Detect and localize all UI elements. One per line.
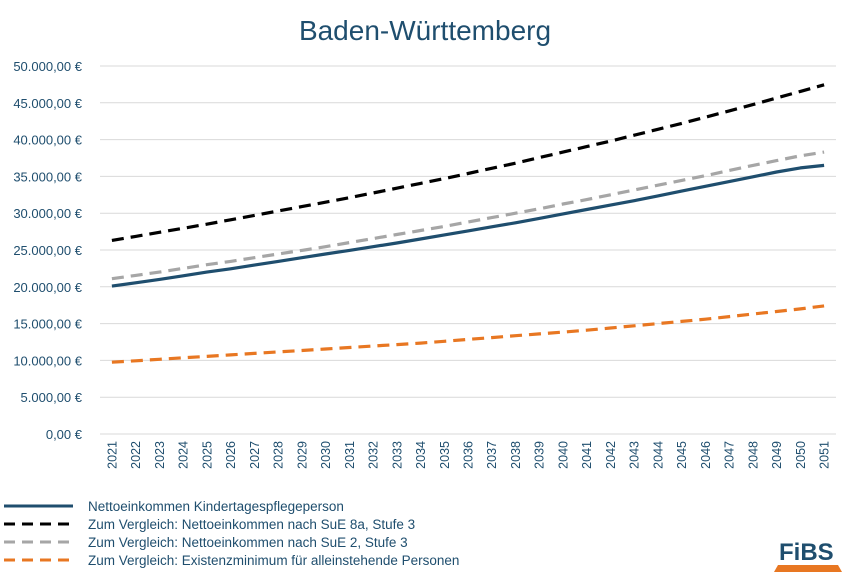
x-tick-label: 2049 bbox=[770, 441, 784, 469]
x-tick-label: 2044 bbox=[651, 441, 665, 469]
y-tick-label: 50.000,00 € bbox=[13, 59, 82, 74]
x-tick-label: 2043 bbox=[628, 441, 642, 469]
logo-text: FiBS bbox=[779, 539, 834, 566]
x-tick-label: 2045 bbox=[675, 441, 689, 469]
y-axis-ticks: 0,00 € 5.000,00 € 10.000,00 € 15.000,00 € 20… bbox=[13, 59, 82, 442]
x-tick-label: 2031 bbox=[343, 441, 357, 469]
legend-label-1: Nettoeinkommen Kindertagespflegeperson bbox=[88, 499, 344, 514]
x-tick-label: 2022 bbox=[129, 441, 143, 469]
x-tick-label: 2023 bbox=[153, 441, 167, 469]
x-tick-label: 2029 bbox=[295, 441, 309, 469]
x-tick-label: 2039 bbox=[533, 441, 547, 469]
x-tick-label: 2021 bbox=[105, 441, 119, 469]
fibs-logo: FiBS bbox=[774, 539, 842, 572]
series-line-3 bbox=[111, 150, 825, 281]
x-tick-label: 2040 bbox=[556, 441, 570, 469]
y-tick-label: 10.000,00 € bbox=[13, 353, 82, 368]
x-tick-label: 2027 bbox=[248, 441, 262, 469]
x-tick-label: 2028 bbox=[272, 441, 286, 469]
x-tick-label: 2034 bbox=[414, 441, 428, 469]
series-line-4 bbox=[111, 304, 825, 364]
x-tick-label: 2041 bbox=[580, 441, 594, 469]
y-tick-label: 40.000,00 € bbox=[13, 133, 82, 148]
y-tick-label: 0,00 € bbox=[46, 427, 83, 442]
x-tick-label: 2030 bbox=[319, 441, 333, 469]
y-tick-label: 15.000,00 € bbox=[13, 317, 82, 332]
logo-underline-icon bbox=[774, 565, 842, 572]
x-tick-label: 2026 bbox=[224, 441, 238, 469]
y-tick-label: 45.000,00 € bbox=[13, 96, 82, 111]
x-tick-label: 2042 bbox=[604, 441, 618, 469]
series-lines bbox=[111, 83, 825, 364]
x-tick-label: 2050 bbox=[794, 441, 808, 469]
x-tick-label: 2051 bbox=[818, 441, 832, 469]
series-line-1 bbox=[111, 163, 825, 288]
legend-label-4: Zum Vergleich: Existenzminimum für allei… bbox=[88, 553, 459, 568]
legend-label-2: Zum Vergleich: Nettoeinkommen nach SuE 8… bbox=[88, 517, 415, 532]
series-line-2 bbox=[111, 83, 825, 242]
x-tick-label: 2025 bbox=[200, 441, 214, 469]
x-tick-label: 2024 bbox=[177, 441, 191, 469]
legend: Nettoeinkommen Kindertagespflegeperson Zu… bbox=[4, 499, 459, 568]
x-tick-label: 2047 bbox=[723, 441, 737, 469]
legend-label-3: Zum Vergleich: Nettoeinkommen nach SuE 2… bbox=[88, 535, 408, 550]
x-axis-ticks: 2021 2022 2023 2024 2025 2026 2027 2028 2029 2030… bbox=[105, 441, 831, 469]
x-tick-label: 2036 bbox=[462, 441, 476, 469]
x-tick-label: 2037 bbox=[485, 441, 499, 469]
chart-title: Baden-Württemberg bbox=[299, 15, 551, 46]
x-tick-label: 2038 bbox=[509, 441, 523, 469]
x-tick-label: 2046 bbox=[699, 441, 713, 469]
x-tick-label: 2033 bbox=[390, 441, 404, 469]
x-tick-label: 2035 bbox=[438, 441, 452, 469]
y-tick-label: 35.000,00 € bbox=[13, 169, 82, 184]
y-tick-label: 5.000,00 € bbox=[21, 390, 83, 405]
x-tick-label: 2048 bbox=[746, 441, 760, 469]
y-tick-label: 30.000,00 € bbox=[13, 206, 82, 221]
y-tick-label: 25.000,00 € bbox=[13, 243, 82, 258]
gridlines bbox=[100, 65, 836, 435]
y-tick-label: 20.000,00 € bbox=[13, 280, 82, 295]
x-tick-label: 2032 bbox=[367, 441, 381, 469]
